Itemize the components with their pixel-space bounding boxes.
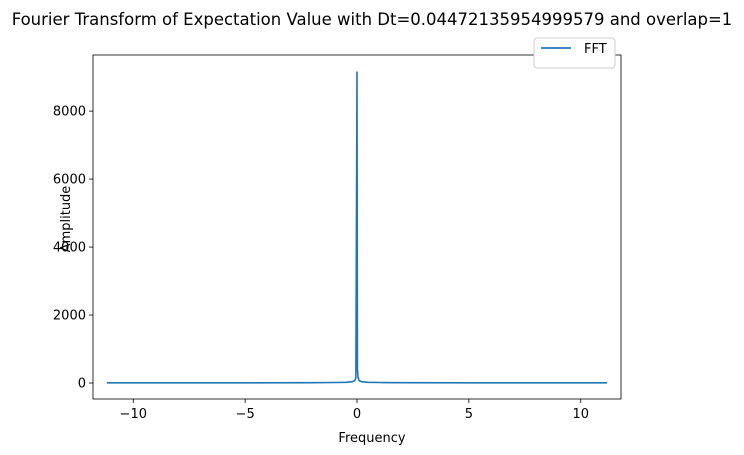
y-axis-ticks: 0 2000 4000 6000 8000 [53,105,93,392]
x-tick-label: 0 [353,407,361,422]
x-tick-label: −5 [236,407,255,422]
x-axis-label: Frequency [338,431,405,446]
series-line-fft [106,71,608,384]
y-tick-label: 8000 [53,105,86,120]
plot-area [92,54,622,400]
chart-title: Fourier Transform of Expectation Value w… [12,10,733,29]
y-tick-label: 6000 [53,173,86,188]
legend: FFT [533,37,616,69]
legend-label-fft: FFT [584,42,607,57]
y-tick-label: 2000 [53,309,86,324]
y-tick-label: 0 [78,377,86,392]
x-tick-label: 5 [465,407,473,422]
x-tick-label: 10 [572,407,589,422]
y-axis-label: Amplitude [59,186,74,253]
x-axis-ticks: −10 −5 0 5 10 [120,399,589,422]
x-tick-label: −10 [120,407,147,422]
y-tick-label: 4000 [53,241,86,256]
legend-box [533,37,616,69]
